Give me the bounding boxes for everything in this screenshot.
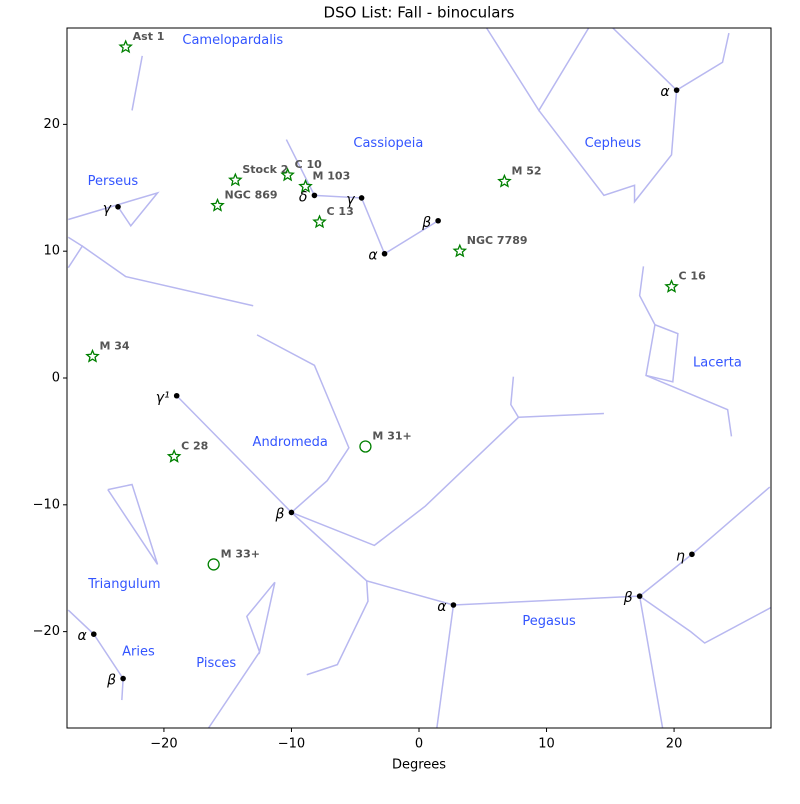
constellation-name: Pisces [196, 656, 236, 671]
dso-label: M 34 [100, 339, 130, 352]
dso-marker [166, 448, 182, 463]
star [120, 675, 126, 682]
dso-marker [210, 197, 225, 212]
dso-label: C 16 [679, 270, 707, 283]
dso-label: Ast 1 [133, 30, 165, 43]
constellation-line [639, 595, 771, 644]
star-label: α [660, 84, 670, 100]
constellation-line [67, 236, 83, 247]
constellation-name: Cepheus [585, 136, 642, 151]
star [90, 631, 97, 637]
star-label: α [368, 248, 378, 264]
constellation-line [68, 191, 160, 228]
dso-label: NGC 869 [224, 189, 277, 202]
dso-marker [207, 558, 220, 571]
star-label: β [275, 506, 285, 522]
star-label: η [676, 548, 685, 564]
constellation-name: Cassiopeia [353, 136, 423, 151]
dso-label: C 28 [181, 440, 208, 453]
x-tick-label: 0 [415, 737, 423, 752]
dso-label: Stock 2 [242, 163, 288, 176]
dso-label: NGC 7789 [467, 234, 528, 247]
constellation-line [176, 334, 350, 514]
dso-marker [497, 173, 512, 188]
constellation-line [290, 511, 369, 676]
dso-marker [280, 167, 295, 182]
dso-marker [228, 172, 243, 187]
dso-marker [452, 243, 468, 258]
plot-area: Camelopardalis Cassiopeia Cepheus Perseus La… [67, 28, 771, 728]
dso-marker [664, 279, 679, 293]
constellation-name: Andromeda [253, 435, 328, 450]
dso-marker [312, 214, 327, 229]
star [450, 602, 457, 608]
star-label: γ¹ [156, 390, 170, 406]
star [358, 195, 365, 201]
y-tick-label: 10 [43, 244, 60, 259]
star-label: γ [103, 201, 112, 217]
plot-frame [66, 27, 772, 729]
constellation-name: Pegasus [522, 614, 576, 629]
constellation-line [538, 90, 678, 204]
constellation-line [518, 412, 604, 419]
star-label: γ [346, 192, 355, 208]
constellation-line [67, 245, 254, 307]
x-tick-label: 10 [538, 737, 555, 752]
dso-marker [298, 178, 313, 193]
star [311, 192, 318, 199]
constellation-name: Camelopardalis [182, 33, 283, 48]
star [636, 593, 643, 599]
x-axis-label: Degrees [392, 758, 446, 773]
y-tick-label: 20 [43, 117, 60, 132]
x-tick-label: −20 [150, 737, 177, 752]
dso-label: M 31+ [372, 429, 411, 442]
constellation-line [131, 55, 143, 111]
constellation-name: Aries [122, 644, 155, 659]
constellation-line [612, 28, 730, 92]
star-label: β [623, 590, 633, 606]
constellation-line [207, 651, 261, 728]
y-tick-label: −10 [33, 497, 60, 512]
star [689, 551, 695, 558]
constellation-line [436, 604, 455, 728]
dso-marker [118, 39, 133, 54]
star-label: δ [299, 189, 308, 205]
constellation-line [638, 266, 679, 383]
star [673, 87, 680, 93]
constellation-name: Lacerta [693, 355, 742, 370]
dso-label: C 13 [327, 205, 354, 218]
star-label: β [106, 673, 116, 689]
dso-label: M 33+ [221, 547, 260, 560]
constellation-name: Perseus [88, 174, 139, 189]
dso-marker [85, 348, 100, 363]
constellation-line [245, 581, 276, 655]
y-tick-label: 0 [52, 371, 60, 386]
chart-title: DSO List: Fall - binoculars [324, 4, 515, 22]
constellation-line [291, 376, 520, 547]
dso-label: M 52 [511, 164, 541, 177]
constellation-line [485, 28, 590, 112]
constellation-line [67, 609, 124, 701]
constellation-line [645, 374, 733, 437]
y-tick-label: −20 [33, 624, 60, 639]
x-tick-label: 20 [666, 737, 683, 752]
star [115, 204, 121, 210]
star [381, 250, 388, 257]
dso-label: M 103 [312, 170, 350, 183]
star [288, 509, 295, 516]
x-tick-label: −10 [278, 737, 305, 752]
star [173, 392, 180, 399]
star [435, 217, 441, 224]
star-label: α [78, 628, 88, 644]
constellation-name: Triangulum [87, 577, 160, 592]
constellation-line [638, 595, 664, 728]
star-label: β [421, 215, 431, 231]
dso-label: C 10 [295, 158, 323, 171]
star-label: α [437, 599, 447, 615]
constellation-line [107, 483, 159, 565]
dso-marker [359, 440, 372, 453]
